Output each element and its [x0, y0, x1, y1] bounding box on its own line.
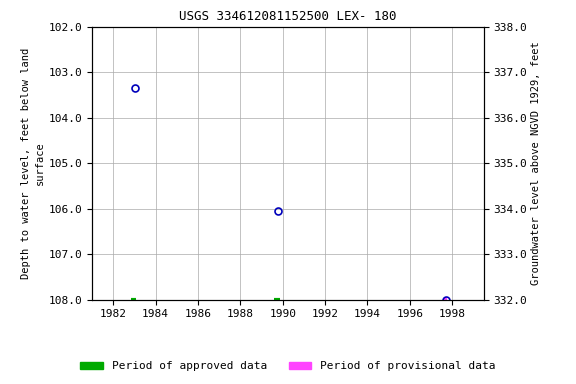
Title: USGS 334612081152500 LEX- 180: USGS 334612081152500 LEX- 180	[179, 10, 397, 23]
Y-axis label: Depth to water level, feet below land
surface: Depth to water level, feet below land su…	[21, 48, 44, 279]
Y-axis label: Groundwater level above NGVD 1929, feet: Groundwater level above NGVD 1929, feet	[532, 41, 541, 285]
Legend: Period of approved data, Period of provisional data: Period of approved data, Period of provi…	[76, 357, 500, 376]
